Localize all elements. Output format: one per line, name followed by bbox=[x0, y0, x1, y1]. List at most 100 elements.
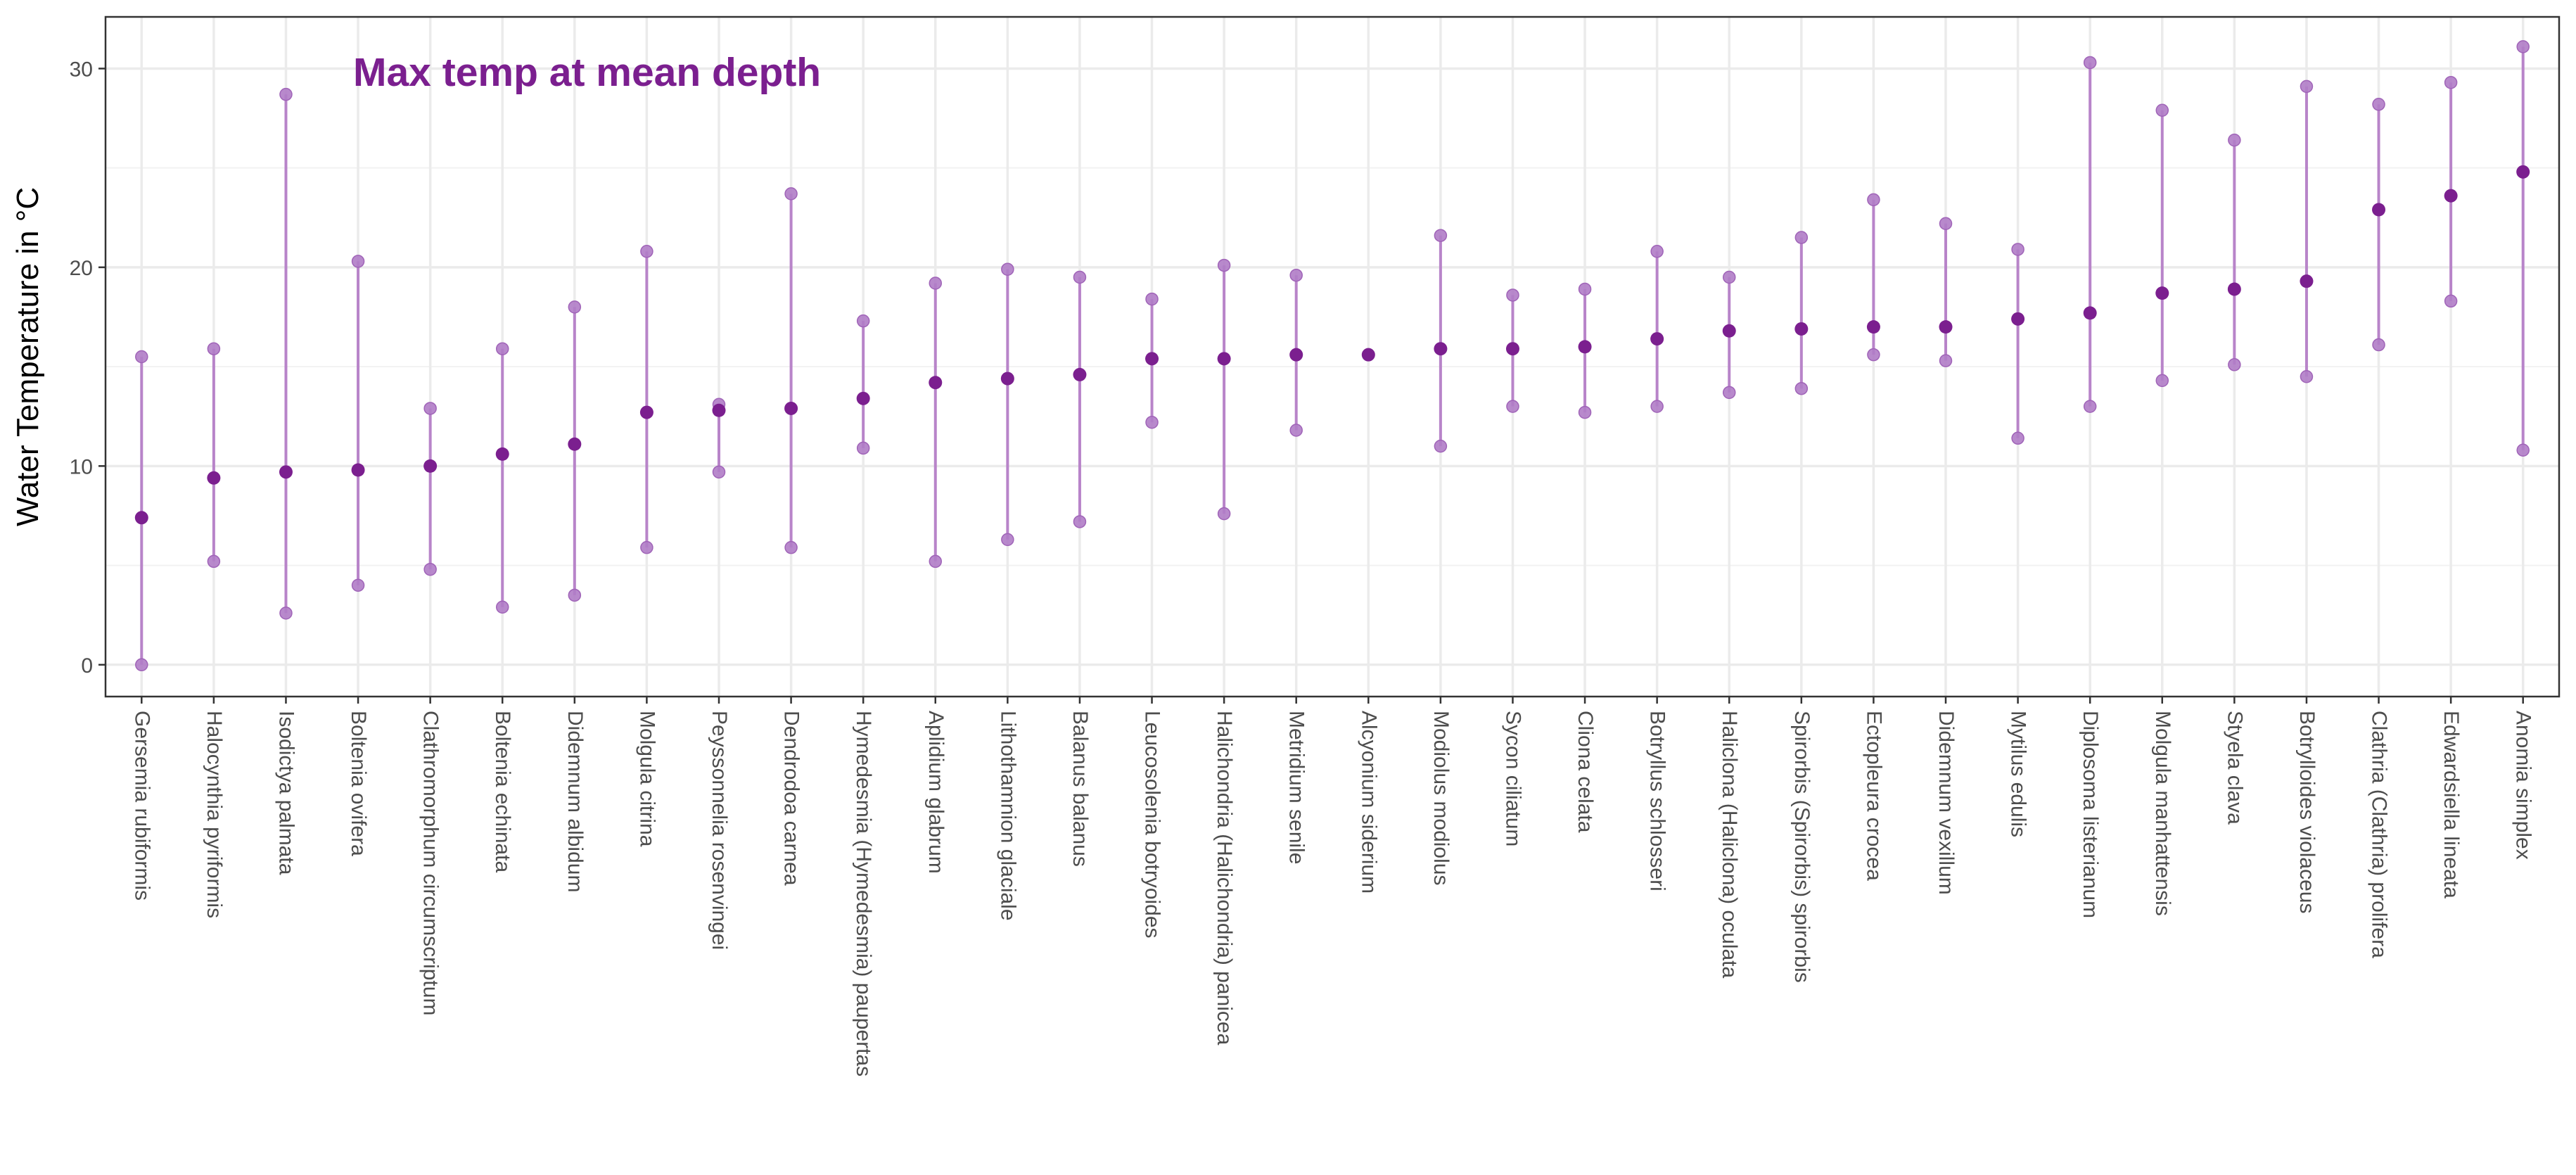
x-tick-label: Spirorbis (Spirorbis) spirorbis bbox=[1790, 711, 1813, 983]
min-point bbox=[1650, 400, 1664, 413]
max-point bbox=[856, 314, 870, 328]
x-axis: Gersemia rubiformis Halocynthia pyriformi… bbox=[130, 697, 2535, 1076]
min-point bbox=[1073, 515, 1087, 528]
min-point bbox=[784, 540, 798, 554]
max-point bbox=[784, 187, 798, 201]
max-point bbox=[1001, 262, 1014, 276]
min-point bbox=[423, 562, 437, 576]
mean-point bbox=[1505, 342, 1519, 356]
x-tick-label: Botrylloides violaceus bbox=[2295, 711, 2319, 913]
max-point bbox=[351, 255, 365, 268]
x-tick-label: Molgula manhattensis bbox=[2151, 711, 2174, 916]
mean-point bbox=[1073, 367, 1087, 381]
x-tick-label: Isodictya palmata bbox=[274, 711, 298, 875]
x-tick-label: Gersemia rubiformis bbox=[130, 711, 153, 901]
x-tick-label: Boltenia ovifera bbox=[347, 711, 370, 856]
x-tick-label: Balanus balanus bbox=[1069, 711, 1092, 867]
mean-point bbox=[1866, 320, 1880, 334]
x-tick-label: Cliona celata bbox=[1574, 711, 1597, 833]
min-point bbox=[2083, 400, 2097, 413]
min-point bbox=[1506, 400, 1519, 413]
max-point bbox=[2444, 75, 2458, 89]
x-tick-label: Aplidium glabrum bbox=[924, 711, 948, 874]
mean-point bbox=[279, 465, 293, 479]
x-tick-label: Metridium senile bbox=[1285, 711, 1308, 864]
max-point bbox=[423, 402, 437, 415]
max-point bbox=[279, 87, 293, 101]
mean-point bbox=[2516, 165, 2530, 179]
x-tick-label: Edwardsiella lineata bbox=[2440, 711, 2463, 898]
min-point bbox=[2444, 294, 2458, 308]
mean-point bbox=[568, 437, 582, 451]
max-point bbox=[1939, 217, 1953, 231]
min-point bbox=[279, 606, 293, 620]
mean-point bbox=[423, 459, 438, 473]
x-tick-label: Didemnum vexillum bbox=[1934, 711, 1958, 895]
min-point bbox=[1145, 415, 1159, 429]
mean-point bbox=[1145, 352, 1159, 366]
x-tick-label: Halichondria (Halichondria) panicea bbox=[1213, 711, 1236, 1046]
min-point bbox=[856, 441, 870, 455]
min-point bbox=[2011, 431, 2025, 445]
min-point bbox=[135, 658, 148, 672]
mean-point bbox=[1217, 352, 1231, 366]
max-point bbox=[2372, 98, 2385, 111]
mean-point bbox=[1434, 342, 1448, 356]
max-point bbox=[135, 350, 148, 364]
mean-point bbox=[1000, 371, 1014, 386]
x-tick-label: Haliclona (Haliclona) oculata bbox=[1718, 711, 1741, 979]
plot-panel-background bbox=[106, 17, 2559, 697]
min-point bbox=[568, 588, 582, 602]
min-point bbox=[2516, 443, 2530, 457]
x-tick-label: Halocynthia pyriformis bbox=[203, 711, 226, 918]
max-point bbox=[1867, 193, 1880, 207]
plot-panel-border bbox=[104, 15, 2561, 698]
min-point bbox=[712, 465, 726, 479]
min-point bbox=[2228, 358, 2241, 371]
mean-point bbox=[495, 447, 509, 461]
max-point bbox=[2516, 40, 2530, 53]
max-point bbox=[1650, 245, 1664, 258]
mean-point bbox=[2444, 189, 2458, 203]
max-point bbox=[495, 342, 509, 355]
x-tick-label: Sycon ciliatum bbox=[1501, 711, 1524, 846]
mean-point bbox=[2372, 203, 2386, 217]
min-point bbox=[1578, 405, 1592, 419]
max-point bbox=[1217, 258, 1231, 272]
mean-point bbox=[134, 511, 148, 525]
x-tick-label: Botryllus schlosseri bbox=[1646, 711, 1669, 891]
max-point bbox=[1145, 292, 1159, 306]
max-point bbox=[640, 245, 653, 258]
mean-point bbox=[929, 376, 943, 390]
mean-point bbox=[1289, 348, 1303, 362]
max-point bbox=[1578, 282, 1592, 296]
y-axis: 0 10 20 30 bbox=[70, 58, 106, 678]
max-point bbox=[1794, 231, 1809, 244]
max-point bbox=[207, 342, 221, 355]
min-point bbox=[1217, 507, 1231, 521]
mean-point bbox=[2083, 306, 2097, 320]
y-tick-label: 30 bbox=[70, 58, 93, 81]
max-point bbox=[1434, 229, 1448, 242]
min-point bbox=[495, 600, 509, 614]
x-tick-label: Alcyonium siderium bbox=[1357, 711, 1380, 894]
mean-point bbox=[351, 463, 365, 477]
mean-point bbox=[207, 471, 221, 485]
mean-point bbox=[639, 405, 653, 419]
min-point bbox=[1434, 439, 1448, 453]
mean-point bbox=[1794, 322, 1809, 336]
max-point bbox=[2228, 133, 2241, 147]
mean-point bbox=[1578, 340, 1592, 354]
y-tick-label: 20 bbox=[70, 257, 93, 280]
mean-point bbox=[1361, 348, 1375, 362]
min-point bbox=[2155, 374, 2169, 388]
x-tick-label: Boltenia echinata bbox=[491, 711, 514, 872]
mean-point bbox=[856, 391, 870, 405]
x-tick-label: Hymedesmia (Hymedesmia) paupertas bbox=[852, 711, 875, 1076]
plot-background bbox=[106, 17, 2559, 697]
max-point bbox=[2300, 80, 2314, 94]
min-point bbox=[1939, 354, 1953, 367]
x-tick-label: Styela clava bbox=[2223, 711, 2246, 825]
y-axis-title: Water Temperature in °C bbox=[11, 187, 45, 526]
